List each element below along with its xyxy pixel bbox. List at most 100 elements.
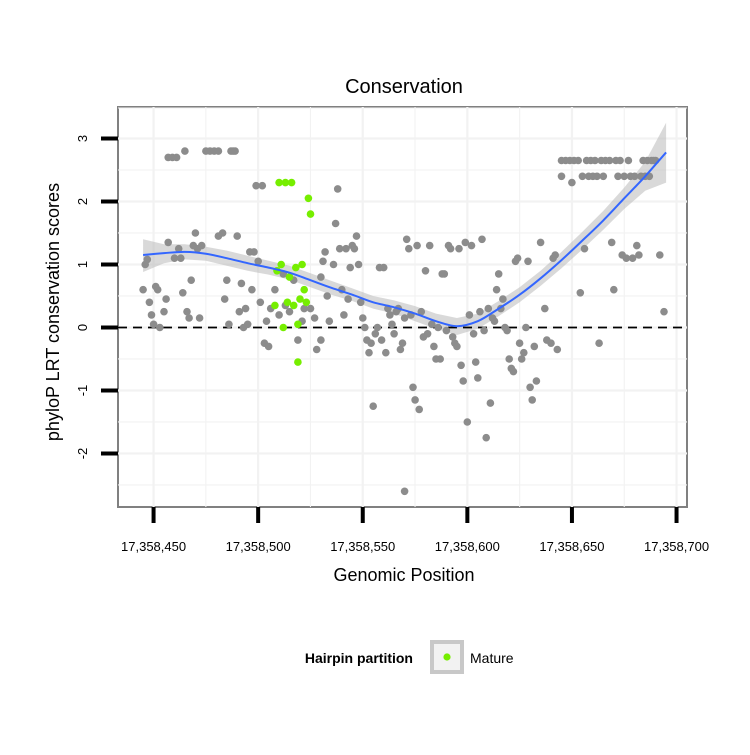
data-point bbox=[413, 241, 421, 250]
data-point bbox=[317, 336, 325, 344]
data-point bbox=[319, 257, 327, 266]
data-point bbox=[333, 185, 342, 193]
data-point bbox=[218, 229, 227, 237]
data-point bbox=[522, 323, 530, 332]
x-tick-label: 17,358,700 bbox=[644, 539, 709, 554]
data-point bbox=[181, 147, 189, 155]
data-point bbox=[156, 323, 164, 332]
data-point-mature bbox=[306, 210, 315, 218]
data-point bbox=[503, 326, 511, 335]
data-point bbox=[147, 311, 156, 319]
data-point bbox=[635, 251, 643, 259]
data-point bbox=[553, 345, 562, 354]
data-point bbox=[434, 323, 442, 332]
data-point bbox=[321, 248, 329, 256]
data-point bbox=[494, 270, 503, 278]
data-point bbox=[411, 396, 419, 404]
data-point-mature bbox=[275, 178, 283, 187]
data-point bbox=[624, 156, 633, 165]
data-point bbox=[367, 339, 375, 348]
data-point bbox=[415, 405, 424, 414]
smooth-trend-line bbox=[143, 151, 667, 328]
data-point bbox=[515, 339, 524, 348]
data-point bbox=[160, 307, 168, 316]
data-point bbox=[576, 289, 585, 297]
data-point bbox=[317, 273, 325, 281]
grid-lines bbox=[118, 107, 687, 507]
data-point bbox=[170, 254, 179, 262]
data-point bbox=[423, 330, 432, 338]
data-point bbox=[446, 244, 455, 253]
data-point bbox=[595, 339, 603, 348]
x-axis: 17,358,450 17,358,500 17,358,550 17,358,600… bbox=[121, 507, 709, 554]
data-point bbox=[310, 314, 319, 322]
y-tick-label: 1 bbox=[75, 261, 90, 268]
data-point bbox=[440, 270, 449, 278]
data-point bbox=[622, 254, 631, 262]
data-point bbox=[323, 292, 332, 300]
data-point bbox=[373, 323, 382, 332]
data-point bbox=[547, 339, 555, 348]
data-point bbox=[660, 307, 668, 316]
data-point bbox=[528, 396, 536, 404]
data-point bbox=[490, 317, 499, 326]
y-tick-label: 3 bbox=[75, 135, 90, 142]
data-point bbox=[455, 244, 463, 253]
data-point bbox=[492, 285, 501, 294]
data-point bbox=[185, 314, 193, 322]
data-point bbox=[396, 345, 405, 354]
data-point bbox=[461, 238, 470, 247]
data-point bbox=[480, 326, 488, 335]
data-point bbox=[436, 355, 445, 363]
data-point bbox=[610, 285, 618, 294]
data-point bbox=[568, 178, 576, 187]
data-point bbox=[476, 307, 484, 316]
data-point bbox=[656, 251, 664, 259]
data-point bbox=[557, 172, 566, 181]
data-point bbox=[616, 156, 624, 165]
data-point bbox=[250, 248, 258, 256]
data-point bbox=[390, 330, 398, 338]
data-point-mature bbox=[283, 298, 292, 307]
data-point bbox=[591, 156, 599, 165]
data-point bbox=[256, 298, 265, 307]
data-point bbox=[241, 304, 250, 313]
x-tick-label: 17,358,650 bbox=[539, 539, 604, 554]
data-point bbox=[505, 355, 513, 363]
y-tick-label: 2 bbox=[75, 198, 90, 205]
data-point bbox=[264, 342, 273, 351]
data-point bbox=[149, 320, 158, 329]
data-point bbox=[143, 255, 152, 264]
data-point bbox=[354, 260, 363, 269]
data-point bbox=[243, 320, 252, 329]
data-point bbox=[252, 181, 260, 190]
data-point bbox=[145, 298, 154, 307]
data-point bbox=[191, 229, 200, 237]
data-point bbox=[536, 238, 545, 247]
data-point bbox=[509, 367, 518, 376]
data-point bbox=[428, 320, 436, 329]
y-tick-label: 0 bbox=[75, 324, 90, 331]
data-point bbox=[237, 279, 246, 288]
data-point bbox=[220, 295, 229, 303]
data-point bbox=[530, 342, 539, 351]
data-point-mature bbox=[294, 358, 302, 366]
data-point bbox=[162, 295, 170, 303]
data-point bbox=[365, 348, 373, 357]
data-point bbox=[633, 241, 641, 250]
data-point bbox=[139, 285, 147, 294]
data-point bbox=[177, 254, 185, 262]
data-point bbox=[235, 307, 244, 316]
data-point bbox=[233, 232, 241, 240]
data-point bbox=[225, 320, 233, 329]
data-point-mature bbox=[289, 301, 298, 310]
x-tick-label: 17,358,450 bbox=[121, 539, 186, 554]
data-point bbox=[593, 172, 601, 181]
data-point bbox=[457, 361, 465, 370]
data-point bbox=[369, 402, 378, 411]
data-point bbox=[453, 342, 461, 351]
data-point bbox=[306, 304, 315, 313]
data-point bbox=[448, 333, 457, 341]
data-point bbox=[275, 311, 283, 319]
